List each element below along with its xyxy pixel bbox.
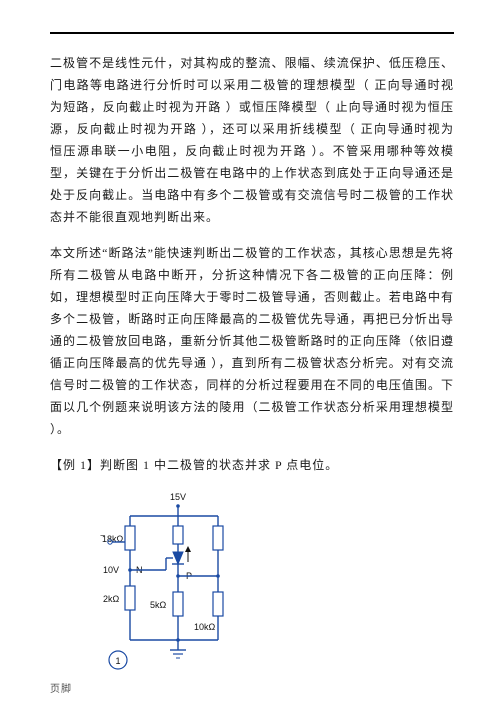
diode-icon — [173, 552, 183, 564]
paragraph-1: 二极管不是线性元什，对其构成的整流、限幅、续流保护、低压稳压、门电路等电路进行分… — [50, 52, 454, 228]
figure-1-circuit: 15V 18kΩ 10V N 2kΩ — [100, 490, 270, 690]
figure-number: 1 — [115, 656, 120, 666]
resistor-mid-top — [173, 526, 183, 544]
paragraph-2: 本文所述“断路法”能快速判断出二极管的工作状态，其核心思想是先将所有二极管从电路… — [50, 242, 454, 440]
resistor-5k — [173, 592, 183, 616]
resistor-2k-label: 2kΩ — [103, 594, 120, 604]
resistor-10k-label: 10kΩ — [194, 622, 216, 632]
resistor-2k — [125, 586, 135, 610]
page-footer: 页脚 — [50, 680, 72, 695]
label-10v: 10V — [103, 565, 119, 575]
top-rule — [50, 32, 454, 34]
supply-15v-label: 15V — [170, 492, 186, 502]
figure-1-wrap: 15V 18kΩ 10V N 2kΩ — [50, 490, 454, 700]
terminal-neg-label: − — [100, 531, 105, 540]
resistor-right-top — [213, 526, 223, 550]
resistor-10k — [213, 592, 223, 616]
resistor-5k-label: 5kΩ — [150, 600, 167, 610]
resistor-18k — [125, 526, 135, 550]
diode-arrow-head — [185, 546, 191, 552]
example-1-heading: 【例 1】判断图 1 中二极管的状态并求 P 点电位。 — [50, 454, 454, 476]
